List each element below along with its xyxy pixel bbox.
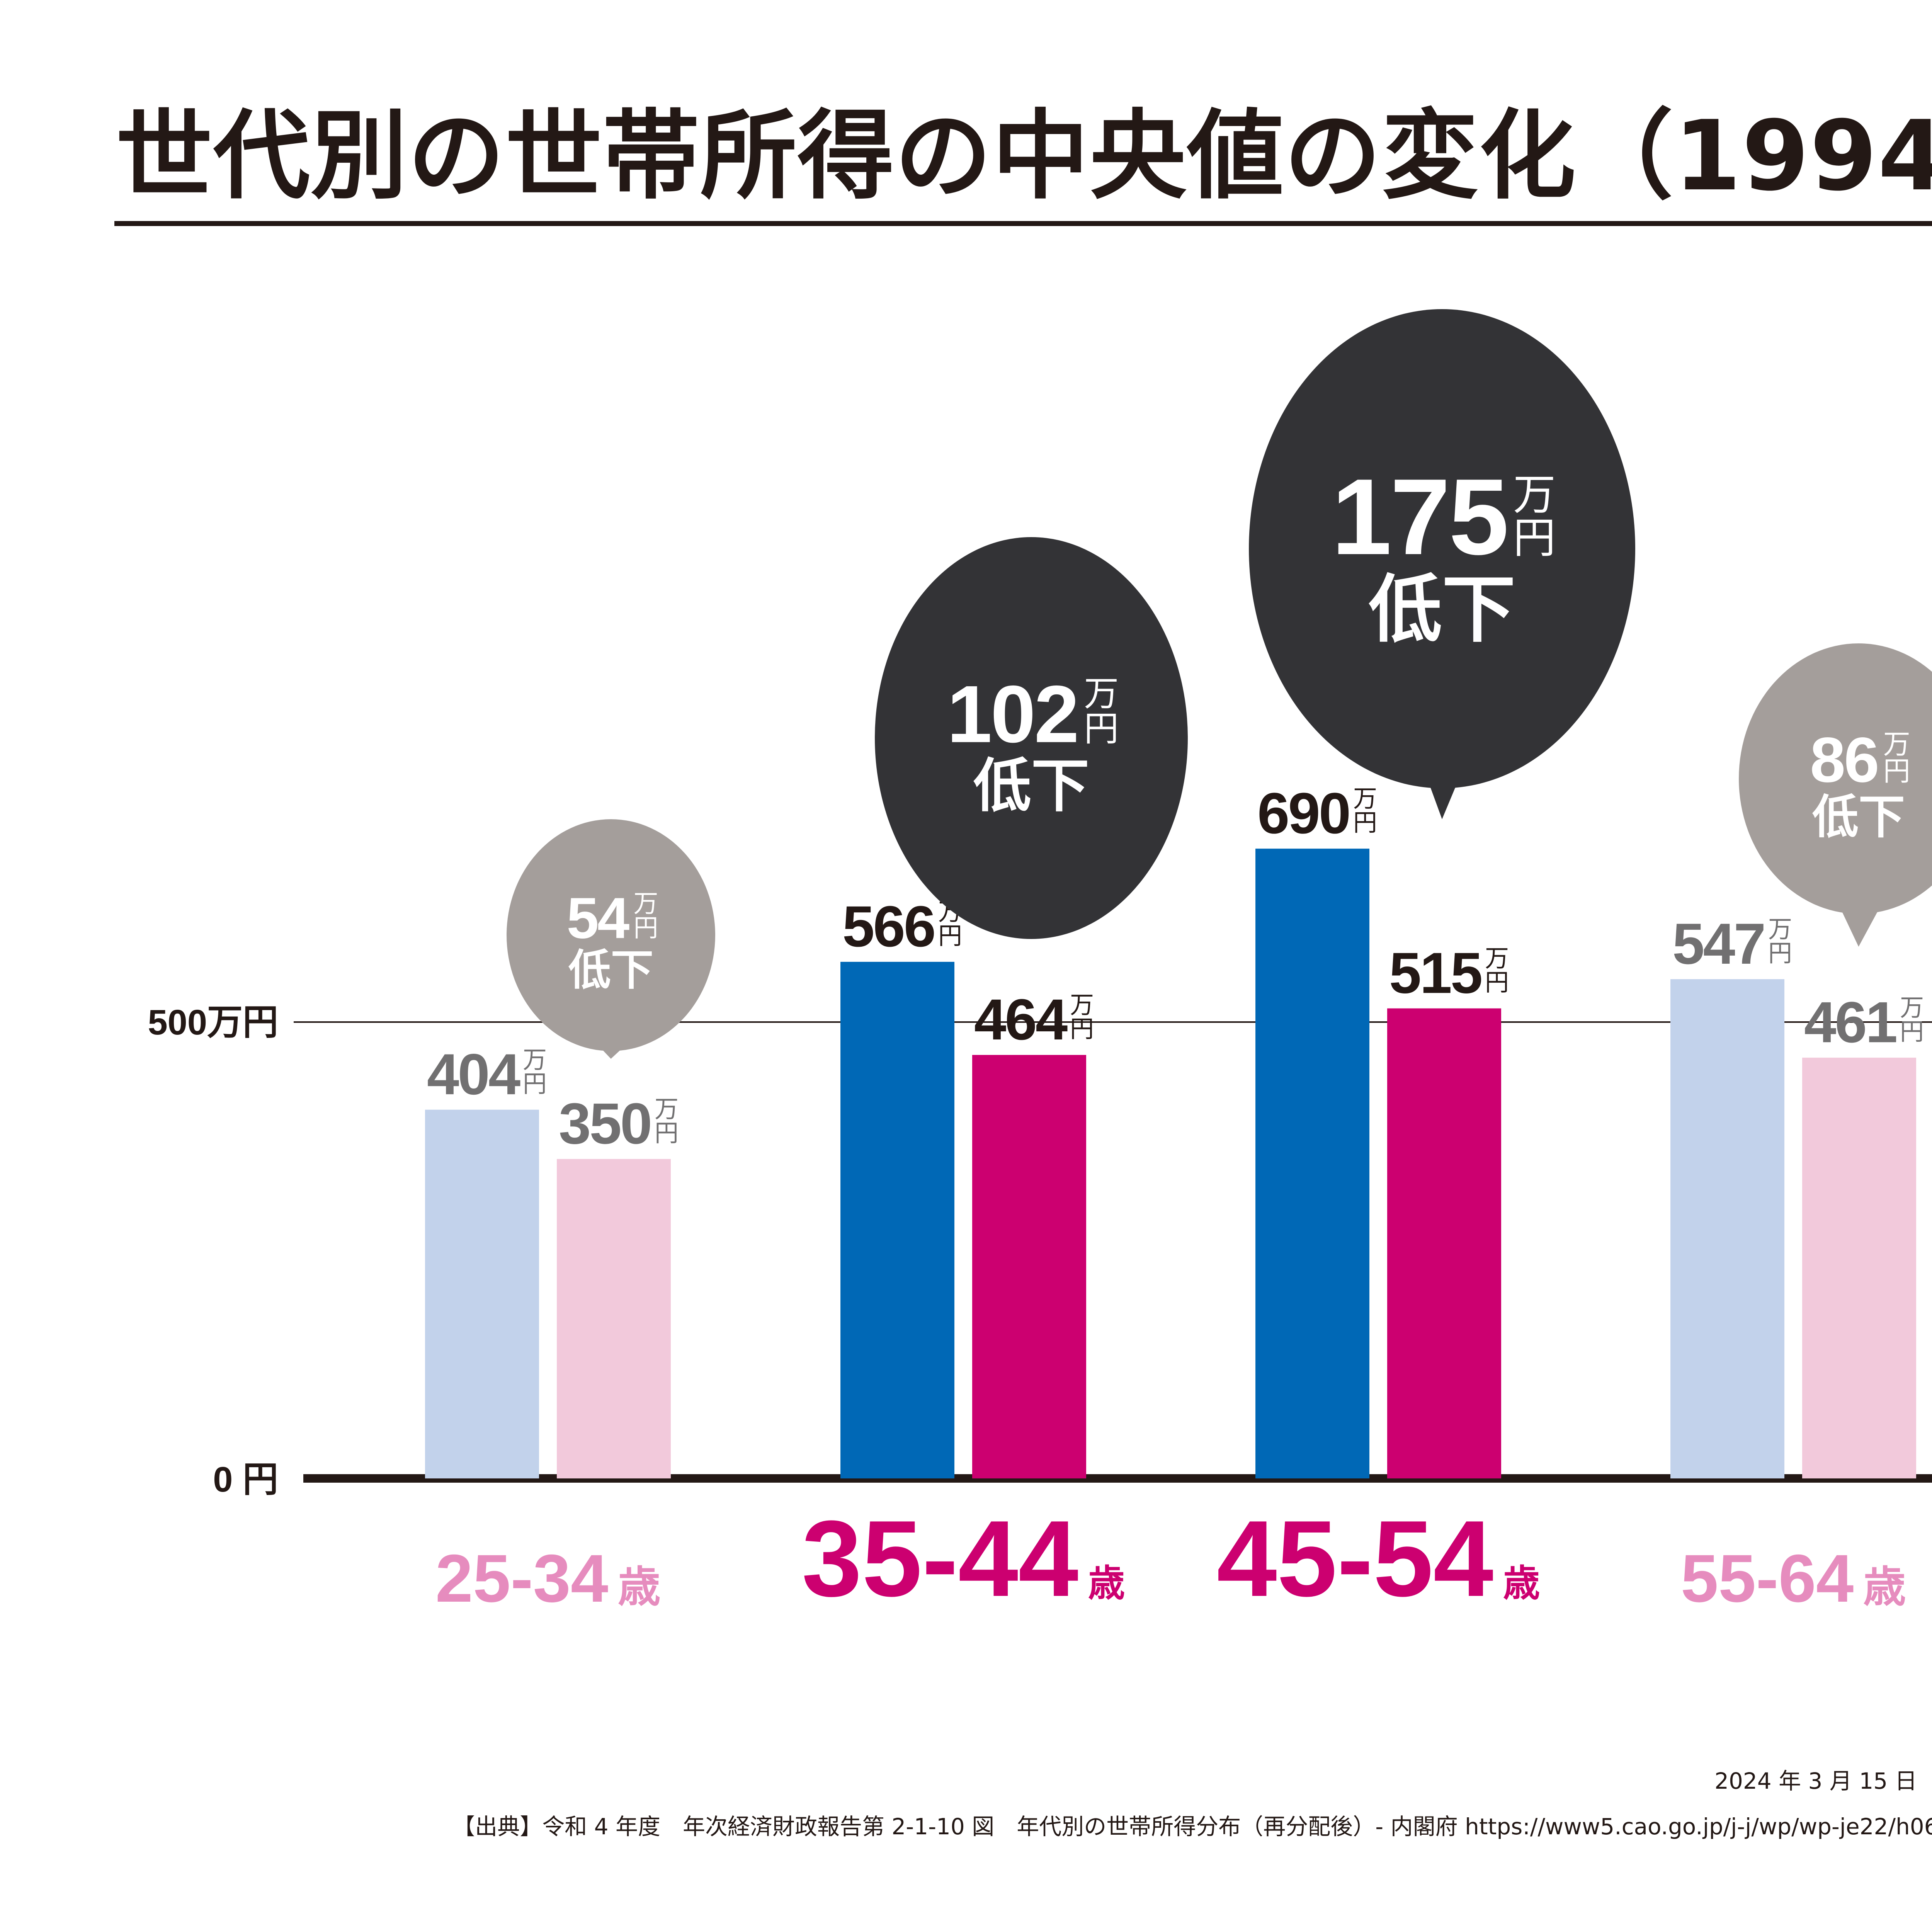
bar-value-unit: 万	[1353, 786, 1377, 812]
decrease-unit: 万	[1513, 471, 1556, 519]
decrease-unit: 円	[1883, 756, 1910, 786]
decrease-text: 低下	[1812, 790, 1905, 844]
decrease-text: 低下	[1369, 567, 1515, 652]
bar-value-label: 690	[1257, 781, 1349, 845]
footer-source: 【出典】令和 4 年度 年次経済財政報告第 2-1-10 図 年代別の世帯所得分…	[452, 1813, 1932, 1840]
bar-value-label: 461	[1804, 990, 1896, 1055]
decrease-amount: 86	[1810, 724, 1878, 795]
bar-2019	[1387, 1008, 1501, 1478]
bar-2019	[972, 1055, 1086, 1478]
bar-value-unit: 円	[655, 1120, 679, 1146]
bar-value-unit: 万	[1768, 916, 1792, 943]
category-age: 25-34	[435, 1541, 609, 1616]
bar-1994	[840, 962, 954, 1478]
category-age: 35-44	[802, 1499, 1079, 1619]
bar-value-label: 350	[559, 1091, 651, 1156]
category-suffix: 歳	[618, 1563, 660, 1611]
decrease-amount: 54	[567, 886, 629, 951]
category-label: 35-44 歳	[802, 1499, 1125, 1619]
bar-value-label: 464	[974, 987, 1068, 1052]
bar-value-unit: 万	[1900, 995, 1924, 1021]
bar-value-unit: 万	[1070, 992, 1094, 1019]
bar-1994	[1255, 849, 1369, 1478]
decrease-text: 低下	[973, 753, 1089, 820]
bar-value-unit: 円	[1768, 940, 1792, 967]
bar-1994	[1670, 979, 1784, 1478]
category-suffix: 歳	[1503, 1563, 1540, 1604]
decrease-text: 低下	[568, 946, 653, 995]
y-tick-label: 500万円	[148, 1003, 279, 1042]
bar-value-unit: 円	[1070, 1016, 1094, 1043]
decrease-unit: 万	[1084, 675, 1119, 713]
bar-value-unit: 円	[1353, 810, 1377, 836]
callout-bubble	[507, 819, 715, 1051]
decrease-unit: 万	[634, 890, 658, 917]
bar-value-unit: 円	[523, 1071, 547, 1097]
decrease-unit: 円	[1513, 514, 1556, 562]
bar-2019	[1802, 1058, 1916, 1478]
decrease-amount: 102	[947, 669, 1078, 760]
category-label: 25-34 歳	[435, 1541, 661, 1616]
footer-event: 2024 年 3 月 15 日（金）参議院予算委員会／れいわ新選組 山本太郎	[1714, 1768, 1932, 1794]
bar-value-unit: 万	[523, 1047, 547, 1073]
bar-value-label: 404	[427, 1042, 520, 1107]
bar-1994	[425, 1109, 539, 1478]
callout-bubble	[1739, 643, 1932, 914]
title-divider	[114, 221, 1932, 226]
y-tick-label: 0 円	[213, 1460, 278, 1499]
bar-value-unit: 円	[1485, 970, 1509, 996]
category-label: 55-64 歳	[1681, 1541, 1906, 1616]
decrease-amount: 175	[1332, 457, 1507, 577]
bar-value-unit: 円	[938, 923, 962, 949]
callout-bubble	[875, 537, 1188, 939]
category-suffix: 歳	[1863, 1563, 1906, 1611]
bar-value-unit: 円	[1900, 1019, 1924, 1045]
category-label: 45-54 歳	[1217, 1499, 1540, 1619]
category-age: 55-64	[1681, 1541, 1854, 1616]
bar-value-label: 515	[1389, 941, 1481, 1005]
decrease-unit: 円	[634, 914, 658, 942]
category-age: 45-54	[1217, 1499, 1494, 1619]
bar-2019	[557, 1159, 671, 1478]
bar-value-label: 566	[842, 894, 934, 959]
callout-bubble	[1249, 309, 1635, 788]
decrease-unit: 円	[1084, 710, 1119, 748]
decrease-unit: 万	[1883, 729, 1910, 759]
bar-value-unit: 万	[1485, 946, 1509, 972]
bar-value-unit: 万	[655, 1096, 679, 1123]
page-title: 世代別の世帯所得の中央値の変化（1994→2019年）	[116, 100, 1932, 212]
category-suffix: 歳	[1088, 1563, 1125, 1604]
bar-value-label: 547	[1672, 911, 1764, 976]
